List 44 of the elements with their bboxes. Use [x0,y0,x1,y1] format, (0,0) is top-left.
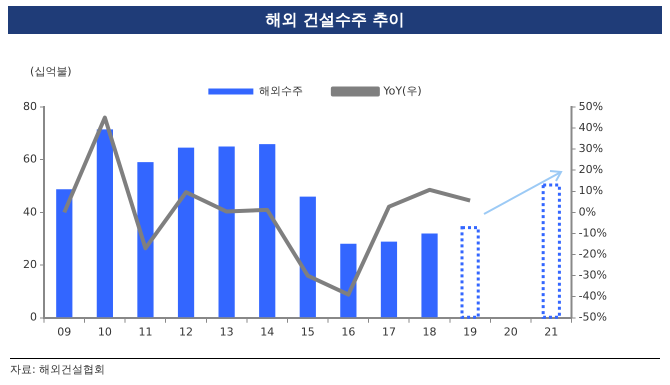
y2-tick-label: 40% [578,120,604,134]
legend-label: 해외수주 [258,84,303,98]
bar [178,148,194,318]
x-tick-label: 17 [382,325,396,338]
y2-tick-label: -30% [578,268,608,282]
x-tick-label: 15 [300,325,315,338]
y2-tick-label: 30% [578,142,604,156]
legend-label: YoY(우) [382,84,422,98]
bar [300,196,316,318]
bar [259,144,276,318]
y2-tick-label: -20% [578,247,608,260]
x-tick-label: 16 [341,325,356,338]
x-tick-label: 14 [260,325,274,338]
y-tick-label: 0 [30,310,37,324]
y2-tick-label: -50% [578,310,608,324]
y2-tick-label: 10% [578,184,604,198]
x-tick-label: 13 [220,325,234,338]
y-tick-label: 40 [22,205,37,218]
bar [137,162,154,318]
y2-tick-label: 0% [578,205,596,218]
y2-tick-label: -40% [578,290,608,303]
bar [96,129,113,318]
chart-title: 해외 건설수주 추이 [8,6,662,34]
x-tick-label: 09 [57,325,72,338]
y2-tick-label: 50% [578,100,604,113]
x-tick-label: 18 [422,325,437,338]
x-tick-label: 20 [504,325,518,338]
y-axis-title: (십억불) [30,64,72,79]
x-tick-label: 10 [98,325,112,338]
y2-tick-label: -10% [578,226,608,240]
bar [218,146,235,318]
bar [56,189,72,318]
y-tick-label: 60 [22,152,37,166]
x-tick-label: 21 [544,325,558,338]
bar [460,226,480,319]
x-tick-label: 12 [179,325,194,338]
x-tick-label: 11 [138,325,152,338]
x-tick-label: 19 [463,325,478,338]
y2-tick-label: 20% [578,163,604,176]
bar [380,242,398,318]
bar [421,233,438,318]
y-tick-label: 20 [22,258,37,271]
text: 자료: 해외건설협회 [10,358,660,377]
y-tick-label: 80 [22,100,37,113]
